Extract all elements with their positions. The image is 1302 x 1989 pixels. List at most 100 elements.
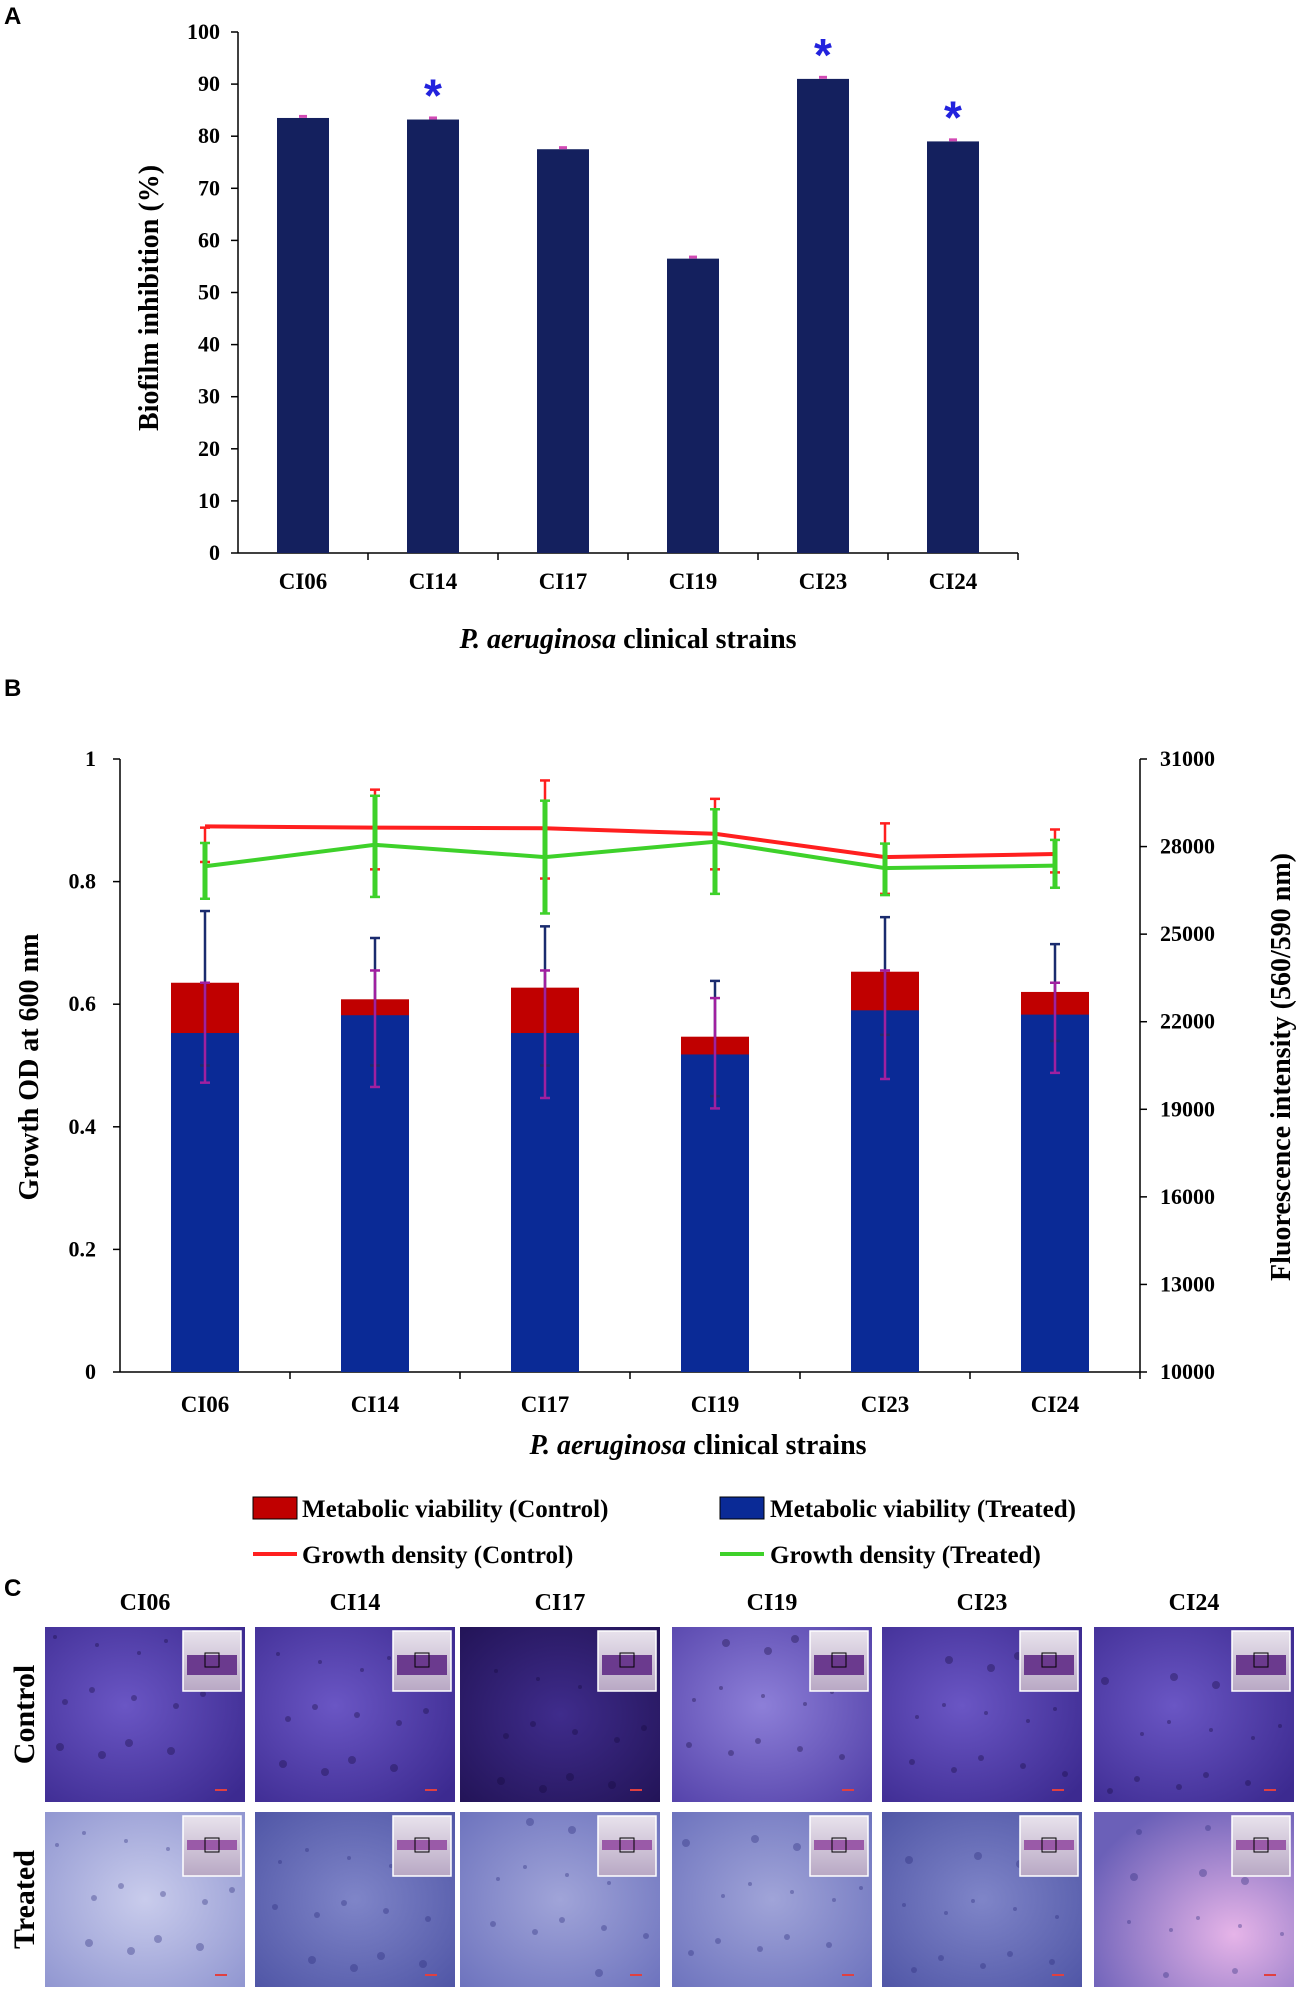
chart-a-y-tick-label: 20 (198, 436, 220, 461)
micrograph-texture (423, 1708, 429, 1714)
micrograph-texture (503, 1733, 509, 1739)
micrograph-texture (55, 1843, 59, 1847)
micrograph-texture (1176, 1784, 1182, 1790)
micrograph-treated-ci17 (460, 1812, 660, 1987)
micrograph-texture (167, 1747, 175, 1755)
chart-b-y-tick-label: 0.4 (69, 1114, 97, 1139)
micrograph-texture (1140, 1732, 1144, 1736)
chart-a-y-tick-label: 10 (198, 488, 220, 513)
inset-stain-band (602, 1655, 652, 1675)
micrograph-texture (419, 1960, 427, 1968)
significance-star: * (424, 70, 442, 122)
chart-b-category-label: CI06 (181, 1392, 230, 1417)
micrograph-texture (614, 1737, 620, 1743)
inset-selection-box (831, 1837, 847, 1853)
micrograph-texture (568, 1826, 576, 1834)
chart-b-x-axis-title: P. aeruginosa clinical strains (528, 1430, 866, 1461)
micrograph-texture (539, 1785, 547, 1793)
micrograph-texture (942, 1703, 946, 1707)
micrograph-column-title: CI24 (1169, 1590, 1220, 1616)
micrograph-texture (1013, 1907, 1017, 1911)
micrograph-texture (601, 1925, 607, 1931)
micrograph-texture (1134, 1776, 1140, 1782)
micrograph-texture (607, 1881, 611, 1885)
inset-stain-band (1236, 1840, 1286, 1850)
inset-stain-band (814, 1840, 864, 1850)
inset-stain-band (187, 1655, 237, 1675)
chart-b-y2-tick-label: 10000 (1160, 1359, 1215, 1384)
micrograph-texture (154, 1935, 162, 1943)
micrograph-texture (390, 1764, 398, 1772)
inset-selection-box (1041, 1837, 1057, 1853)
micrograph-texture (62, 1699, 68, 1705)
micrograph-texture (396, 1720, 402, 1726)
micrograph-texture (318, 1660, 322, 1664)
micrograph-texture (915, 1715, 919, 1719)
inset-selection-box (204, 1837, 220, 1853)
chart-b-y2-tick-label: 16000 (1160, 1184, 1215, 1209)
chart-a-y-tick-label: 40 (198, 332, 220, 357)
micrograph-column-title: CI23 (957, 1590, 1008, 1616)
panel-b-label: B (4, 675, 21, 702)
micrograph-texture (764, 1647, 772, 1655)
bar-ci19 (667, 258, 719, 553)
inset-selection-box (619, 1652, 635, 1668)
micrograph-texture (350, 1964, 358, 1972)
micrograph-texture (839, 1754, 845, 1760)
chart-b-x-title-rest: clinical strains (686, 1430, 867, 1461)
micrograph-texture (497, 1777, 505, 1785)
micrograph-texture (321, 1768, 329, 1776)
micrograph-column-title: CI19 (747, 1590, 798, 1616)
micrograph-texture (173, 1703, 179, 1709)
micrograph-texture (980, 1963, 986, 1969)
inset-selection-box (204, 1652, 220, 1668)
micrograph-texture (272, 1904, 278, 1910)
micrograph-control-ci06 (45, 1627, 245, 1802)
chart-b-category-label: CI19 (691, 1392, 740, 1417)
bar-treated-ci06 (171, 1033, 239, 1372)
chart-a-category-label: CI17 (539, 569, 588, 594)
chart-b-y-axis-title: Growth OD at 600 nm (14, 933, 45, 1200)
micrograph-texture (387, 1656, 391, 1660)
micrograph-texture (389, 1864, 393, 1868)
chart-a-category-label: CI19 (669, 569, 718, 594)
chart-b-y2-tick-label: 19000 (1160, 1096, 1215, 1121)
chart-b-y2-tick-label: 28000 (1160, 834, 1215, 859)
bar-ci14 (407, 119, 459, 553)
micrograph-texture (536, 1677, 540, 1681)
micrograph-texture (1241, 1877, 1249, 1885)
micrograph-control-ci14 (255, 1627, 455, 1802)
micrograph-texture (1169, 1928, 1173, 1932)
micrograph-texture (305, 1848, 309, 1852)
micrograph-texture (608, 1781, 616, 1789)
micrograph-texture (578, 1685, 582, 1689)
micrograph-texture (229, 1887, 235, 1893)
micrograph-texture (532, 1929, 538, 1935)
micrograph-texture (118, 1883, 124, 1889)
chart-a-category-label: CI14 (409, 569, 458, 594)
chart-b-y2-tick-label: 13000 (1160, 1271, 1215, 1296)
micrograph-texture (89, 1687, 95, 1693)
micrograph-texture (987, 1664, 995, 1672)
micrograph-texture (496, 1877, 500, 1881)
micrograph-row-label-control: Control (8, 1665, 41, 1764)
legend-label-growth-treated: Growth density (Treated) (770, 1542, 1041, 1569)
micrograph-texture (682, 1839, 690, 1847)
chart-b: 0 0.2 0.4 0.6 0.8 1 10000 13000 16000 19000 22000… (14, 746, 1297, 1569)
micrograph-texture (1238, 1924, 1242, 1928)
micrograph-texture (755, 1738, 761, 1744)
micrograph-panel: CI06 CI14 CI17 CI19 CI23 CI24 Control Treated (8, 1590, 1294, 1987)
micrograph-texture (1280, 1932, 1284, 1936)
chart-a-category-label: CI23 (799, 569, 848, 594)
micrograph-texture (530, 1721, 536, 1727)
chart-a-y-axis-title: Biofilm inhibition (%) (134, 165, 165, 431)
chart-a-y-tick-label: 50 (198, 280, 220, 305)
micrograph-texture (790, 1890, 794, 1894)
micrograph-texture (761, 1694, 765, 1698)
chart-b-y-tick-label: 0.6 (69, 991, 97, 1016)
micrograph-texture (803, 1702, 807, 1706)
micrograph-control-ci24 (1094, 1627, 1294, 1802)
micrograph-texture (354, 1712, 360, 1718)
inset-stain-band (187, 1840, 237, 1850)
micrograph-texture (1163, 1972, 1169, 1978)
